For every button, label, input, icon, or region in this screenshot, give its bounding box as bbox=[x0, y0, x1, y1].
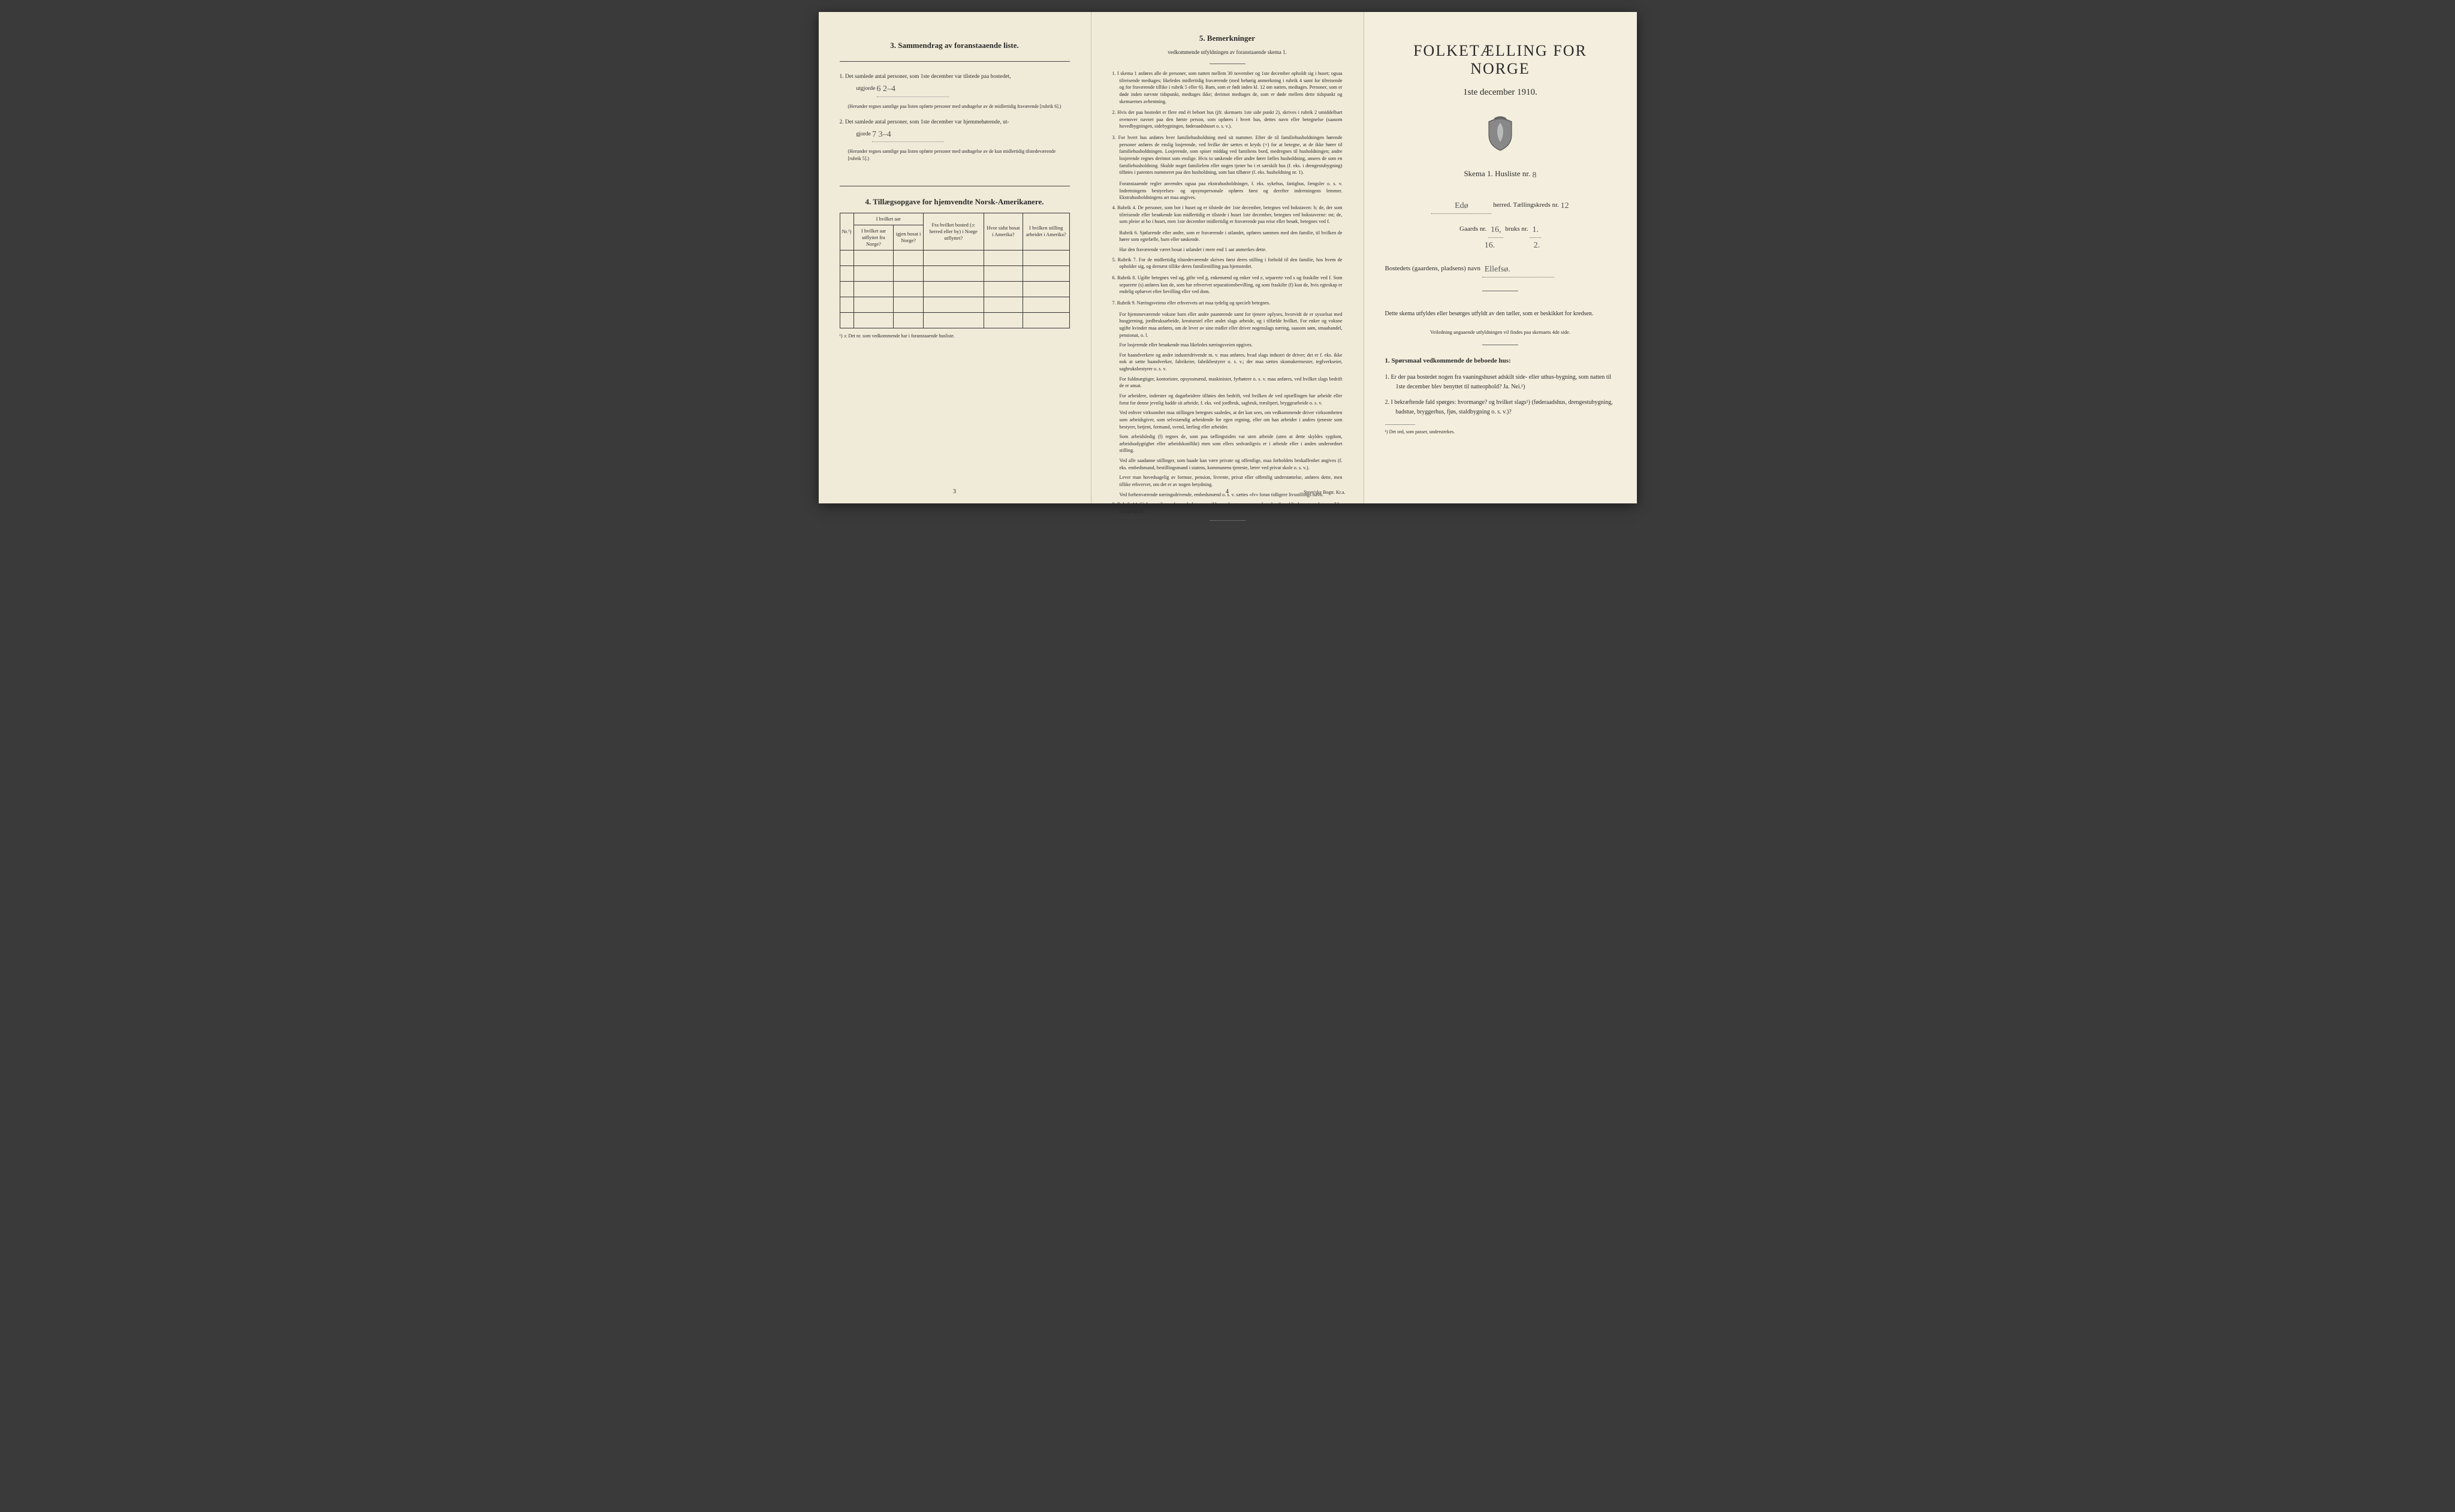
item1-handwritten: 6 2–4 bbox=[877, 83, 949, 96]
note-7-e4: For arbeidere, inderster og dagarbeidere… bbox=[1112, 393, 1343, 406]
th-bosat: igjen bosat i Norge? bbox=[894, 225, 923, 250]
note-7-e6: Som arbeidsledig (l) regnes de, som paa … bbox=[1112, 433, 1343, 454]
q1: 1. Er der paa bostedet nogen fra vaaning… bbox=[1385, 373, 1616, 392]
note-8: 8. Rubrik 14. Sinker og lignende aandssl… bbox=[1120, 501, 1343, 515]
note-4: 4. Rubrik 4. De personer, som bor i huse… bbox=[1120, 204, 1343, 225]
q-title: 1. Spørsmaal vedkommende de beboede hus: bbox=[1385, 356, 1616, 367]
item1: 1. Det samlede antal personer, som 1ste … bbox=[840, 73, 1070, 96]
bruks-hand: 1. bbox=[1530, 222, 1541, 238]
gaards-label: Gaards nr. bbox=[1459, 225, 1486, 233]
veiledning: Veiledning angaaende utfyldningen vil fi… bbox=[1385, 328, 1616, 337]
gaards-line: Gaards nr. 16, bruks nr. 1. 16. 2. bbox=[1385, 221, 1616, 252]
table-row bbox=[840, 265, 1069, 281]
note-1: 1. I skema 1 anføres alle de personer, s… bbox=[1120, 70, 1343, 105]
th-nr: Nr.¹) bbox=[840, 213, 853, 250]
item1-note: (Herunder regnes samtlige paa listen opf… bbox=[848, 103, 1070, 110]
section5-subtitle: vedkommende utfyldningen av foranstaaend… bbox=[1112, 49, 1343, 55]
th-utflyttet: I hvilket aar utflyttet fra Norge? bbox=[853, 225, 894, 250]
q2: 2. I bekræftende fald spørges: hvormange… bbox=[1385, 398, 1616, 417]
page-left: 3. Sammendrag av foranstaaende liste. 1.… bbox=[819, 12, 1091, 503]
table-row bbox=[840, 250, 1069, 265]
kreds-hand: 12 bbox=[1561, 201, 1569, 210]
table-row bbox=[840, 297, 1069, 312]
th-bosted: Fra hvilket bosted (ɔ: herred eller by) … bbox=[923, 213, 984, 250]
note-4-extra2: Har den fraværende været bosat i utlande… bbox=[1112, 246, 1343, 253]
rule-bottom bbox=[1210, 520, 1245, 521]
note-5: 5. Rubrik 7. For de midlertidig tilstede… bbox=[1120, 256, 1343, 270]
note-7-e5: Ved enhver virksomhet maa stillingen bet… bbox=[1112, 409, 1343, 430]
item2-note: (Herunder regnes samtlige paa listen opf… bbox=[848, 148, 1070, 161]
item2-text: 2. Det samlede antal personer, som 1ste … bbox=[840, 119, 1009, 125]
item2: 2. Det samlede antal personer, som 1ste … bbox=[840, 118, 1070, 141]
table-row bbox=[840, 312, 1069, 328]
gaards-hand: 16, bbox=[1488, 222, 1504, 238]
right-body: Dette skema utfyldes eller besørges utfy… bbox=[1385, 309, 1616, 436]
section4-title: 4. Tillægsopgave for hjemvendte Norsk-Am… bbox=[840, 197, 1070, 207]
bemerkninger-body: 1. I skema 1 anføres alle de personer, s… bbox=[1112, 70, 1343, 515]
item1-label: utgjorde bbox=[856, 86, 876, 92]
page-number-middle: 4 bbox=[1226, 488, 1229, 495]
fn-rule bbox=[1385, 424, 1415, 425]
census-title: FOLKETÆLLING FOR NORGE bbox=[1385, 42, 1616, 78]
note-7-e1: For losjerende eller besøkende maa likel… bbox=[1112, 342, 1343, 349]
gaards-under: 16. bbox=[1485, 241, 1495, 250]
section5-title: 5. Bemerkninger bbox=[1112, 34, 1343, 43]
husliste-nr: 8 bbox=[1533, 171, 1537, 180]
th-stilling: I hvilken stilling arbeidet i Amerika? bbox=[1023, 213, 1069, 250]
right-footnote: ¹) Det ord, som passer, understrekes. bbox=[1385, 428, 1616, 436]
note-2: 2. Hvis der paa bostedet er flere end ét… bbox=[1120, 109, 1343, 130]
note-3: 3. For hvert hus anføres hver familiehus… bbox=[1120, 134, 1343, 176]
note-7-e8: Lever man hovedsagelig av formue, pensio… bbox=[1112, 474, 1343, 488]
note-7: 7. Rubrik 9. Næringsveiens eller erhverv… bbox=[1120, 300, 1343, 307]
page-right: FOLKETÆLLING FOR NORGE 1ste december 191… bbox=[1364, 12, 1637, 503]
page-number-left: 3 bbox=[953, 488, 956, 495]
herred-line: Edø herred. Tællingskreds nr. 12 bbox=[1385, 197, 1616, 213]
note-7-e0: For hjemmeværende voksne barn eller andr… bbox=[1112, 311, 1343, 339]
skema-line: Skema 1. Husliste nr. 8 bbox=[1385, 169, 1616, 179]
note-7-e2: For haandverkere og andre industridriven… bbox=[1112, 352, 1343, 373]
bosted-label: Bostedets (gaardens, pladsens) navn bbox=[1385, 265, 1480, 272]
item2-label: gjorde bbox=[856, 131, 871, 137]
table-row bbox=[840, 281, 1069, 297]
crest-icon bbox=[1485, 116, 1515, 152]
instructions: Dette skema utfyldes eller besørges utfy… bbox=[1385, 309, 1616, 319]
table-body bbox=[840, 250, 1069, 328]
divider bbox=[840, 61, 1070, 62]
th-amerika: Hvor sidst bosat i Amerika? bbox=[984, 213, 1023, 250]
note-4-extra1: Rubrik 6. Sjøfarende eller andre, som er… bbox=[1112, 230, 1343, 243]
note-6: 6. Rubrik 8. Ugifte betegnes ved ug, gif… bbox=[1120, 274, 1343, 295]
q1-text: 1. Er der paa bostedet nogen fra vaaning… bbox=[1385, 374, 1612, 390]
census-date: 1ste december 1910. bbox=[1385, 87, 1616, 98]
table-footnote: ¹) ɔ: Det nr. som vedkommende har i fora… bbox=[840, 333, 1070, 339]
herred-label: herred. Tællingskreds nr. bbox=[1493, 201, 1559, 209]
note-7-e3: For fuldmægtiger, kontorister, opsynsmæn… bbox=[1112, 376, 1343, 390]
section3-title: 3. Sammendrag av foranstaaende liste. bbox=[840, 41, 1070, 50]
amerikaner-table: Nr.¹) I hvilket aar Fra hvilket bosted (… bbox=[840, 213, 1070, 328]
bruks-label: bruks nr. bbox=[1505, 225, 1528, 233]
note-7-e7: Ved alle saadanne stillinger, som baade … bbox=[1112, 457, 1343, 471]
bosted-hand: Ellefsø. bbox=[1482, 262, 1554, 277]
note-3-extra: Foranstaaende regler anvendes ogsaa paa … bbox=[1112, 180, 1343, 201]
item2-handwritten: 7 3–4 bbox=[872, 128, 944, 142]
coat-of-arms bbox=[1385, 116, 1616, 155]
imprint: Steen'ske Bogtr. Kr.a. bbox=[1304, 490, 1345, 495]
herred-hand: Edø bbox=[1431, 198, 1491, 214]
th-aar-group: I hvilket aar bbox=[853, 213, 923, 225]
item1-text: 1. Det samlede antal personer, som 1ste … bbox=[840, 74, 1011, 80]
document-spread: 3. Sammendrag av foranstaaende liste. 1.… bbox=[819, 12, 1637, 503]
skema-label: Skema 1. Husliste nr. bbox=[1464, 169, 1530, 178]
page-middle: 5. Bemerkninger vedkommende utfyldningen… bbox=[1091, 12, 1364, 503]
bruks-under: 2. bbox=[1534, 241, 1540, 250]
bosted-line: Bostedets (gaardens, pladsens) navn Elle… bbox=[1385, 261, 1616, 276]
